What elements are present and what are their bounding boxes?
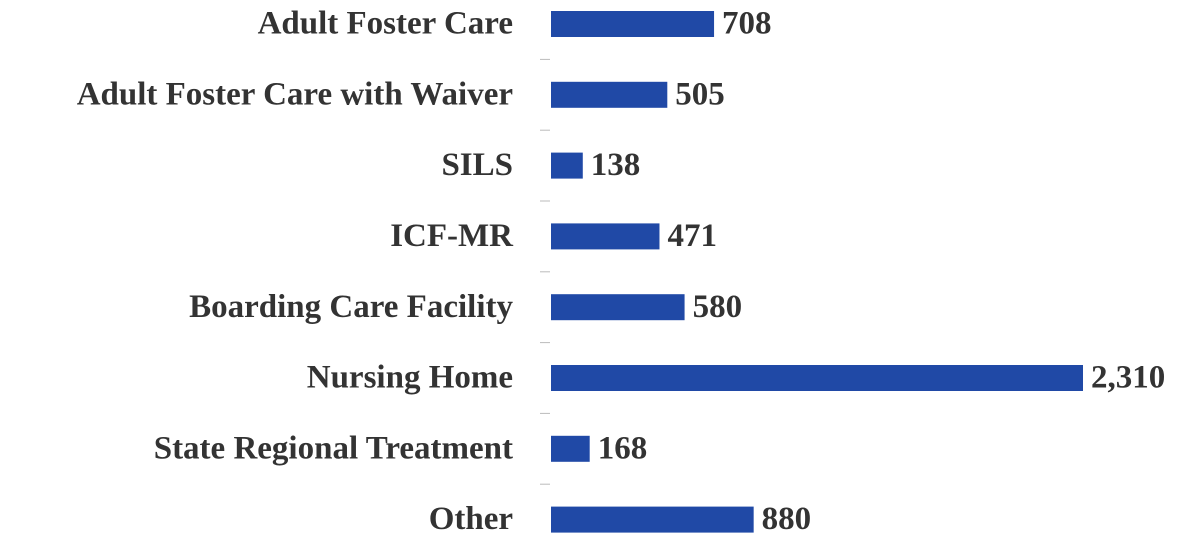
category-label: SILS: [441, 147, 513, 183]
bar: [551, 223, 660, 250]
bar: [551, 81, 668, 108]
category-label: Adult Foster Care with Waiver: [77, 76, 513, 112]
category-label: Other: [429, 501, 513, 537]
category-label: Boarding Care Facility: [189, 289, 513, 325]
value-label: 708: [722, 6, 772, 42]
value-label: 168: [598, 430, 648, 466]
category-label: State Regional Treatment: [154, 430, 513, 466]
bar: [551, 152, 583, 179]
value-label: 471: [667, 218, 717, 254]
category-label: Nursing Home: [307, 360, 513, 396]
value-label: 580: [693, 289, 743, 325]
bar: [551, 365, 1083, 391]
value-label: 880: [762, 501, 812, 537]
value-label: 2,310: [1091, 360, 1165, 396]
value-label: 138: [591, 147, 641, 183]
category-label: ICF-MR: [390, 218, 514, 254]
value-label: 505: [675, 76, 725, 112]
bar: [551, 435, 590, 462]
bar: [551, 294, 685, 321]
bar: [551, 11, 715, 37]
bar: [551, 506, 754, 533]
category-label: Adult Foster Care: [258, 6, 513, 42]
